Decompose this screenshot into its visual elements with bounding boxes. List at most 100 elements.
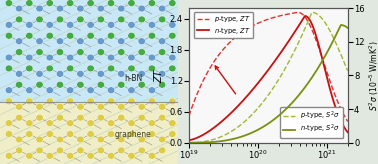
- Circle shape: [148, 0, 156, 7]
- Circle shape: [97, 103, 104, 110]
- Circle shape: [107, 21, 115, 28]
- Circle shape: [5, 98, 12, 104]
- Circle shape: [67, 32, 74, 39]
- Circle shape: [158, 16, 166, 23]
- Circle shape: [118, 136, 125, 143]
- Circle shape: [77, 16, 84, 23]
- Circle shape: [36, 103, 43, 110]
- Circle shape: [87, 0, 94, 7]
- Circle shape: [148, 54, 156, 61]
- Circle shape: [107, 32, 115, 39]
- Circle shape: [77, 136, 84, 143]
- Circle shape: [107, 98, 115, 105]
- Circle shape: [148, 87, 156, 94]
- Circle shape: [46, 0, 53, 7]
- Circle shape: [36, 147, 43, 154]
- Circle shape: [97, 147, 104, 154]
- Circle shape: [138, 103, 146, 110]
- Circle shape: [128, 0, 135, 7]
- Circle shape: [169, 120, 176, 127]
- Circle shape: [56, 136, 64, 143]
- Circle shape: [5, 54, 12, 61]
- Circle shape: [36, 81, 43, 88]
- Circle shape: [15, 5, 23, 12]
- Circle shape: [128, 98, 135, 105]
- Circle shape: [128, 120, 135, 127]
- Circle shape: [26, 131, 33, 137]
- Circle shape: [67, 54, 74, 61]
- Circle shape: [26, 152, 33, 159]
- Circle shape: [56, 71, 64, 77]
- Circle shape: [46, 131, 53, 137]
- Circle shape: [36, 5, 43, 12]
- Circle shape: [46, 54, 53, 61]
- Circle shape: [158, 81, 166, 88]
- Circle shape: [107, 120, 115, 127]
- Circle shape: [138, 147, 146, 154]
- Circle shape: [138, 5, 146, 12]
- Circle shape: [107, 131, 115, 137]
- Circle shape: [67, 98, 74, 104]
- Circle shape: [158, 147, 166, 154]
- Circle shape: [46, 32, 53, 39]
- Circle shape: [158, 71, 166, 77]
- Text: h-BN: h-BN: [124, 74, 143, 83]
- Circle shape: [5, 21, 12, 28]
- Circle shape: [56, 38, 64, 45]
- Circle shape: [118, 16, 125, 23]
- Circle shape: [67, 131, 74, 137]
- Y-axis label: $ZT$: $ZT$: [152, 68, 164, 83]
- Circle shape: [138, 38, 146, 45]
- Circle shape: [87, 120, 94, 127]
- Circle shape: [15, 16, 23, 23]
- Circle shape: [26, 65, 33, 72]
- Bar: [0, 102, 178, 164]
- Circle shape: [77, 5, 84, 12]
- Circle shape: [118, 81, 125, 88]
- Circle shape: [169, 131, 176, 137]
- Circle shape: [5, 32, 12, 39]
- Circle shape: [148, 98, 156, 104]
- Circle shape: [138, 49, 146, 55]
- Circle shape: [87, 54, 94, 61]
- Circle shape: [87, 98, 94, 104]
- Circle shape: [26, 21, 33, 28]
- Circle shape: [77, 38, 84, 45]
- Circle shape: [56, 103, 64, 110]
- Circle shape: [87, 131, 94, 137]
- Circle shape: [118, 49, 125, 55]
- Circle shape: [107, 0, 115, 7]
- Circle shape: [5, 98, 12, 105]
- Circle shape: [128, 87, 135, 94]
- Circle shape: [67, 98, 74, 105]
- Circle shape: [46, 98, 53, 104]
- Circle shape: [77, 49, 84, 55]
- Circle shape: [15, 49, 23, 55]
- Circle shape: [148, 98, 156, 105]
- Circle shape: [107, 98, 115, 104]
- Circle shape: [46, 21, 53, 28]
- Circle shape: [87, 152, 94, 159]
- Circle shape: [5, 0, 12, 7]
- Circle shape: [128, 131, 135, 137]
- Circle shape: [15, 103, 23, 110]
- Circle shape: [128, 32, 135, 39]
- Circle shape: [148, 21, 156, 28]
- Circle shape: [118, 114, 125, 121]
- Circle shape: [26, 54, 33, 61]
- Circle shape: [158, 103, 166, 110]
- Circle shape: [5, 152, 12, 159]
- Circle shape: [15, 71, 23, 77]
- Circle shape: [128, 98, 135, 104]
- Circle shape: [77, 81, 84, 88]
- Circle shape: [97, 49, 104, 55]
- Circle shape: [97, 136, 104, 143]
- Circle shape: [56, 114, 64, 121]
- Circle shape: [15, 147, 23, 154]
- Circle shape: [128, 21, 135, 28]
- Y-axis label: $S^2\sigma\ (10^{-5}\ \mathrm{W/mK^2})$: $S^2\sigma\ (10^{-5}\ \mathrm{W/mK^2})$: [367, 40, 378, 111]
- Circle shape: [169, 0, 176, 7]
- Circle shape: [148, 65, 156, 72]
- Circle shape: [56, 49, 64, 55]
- Circle shape: [15, 114, 23, 121]
